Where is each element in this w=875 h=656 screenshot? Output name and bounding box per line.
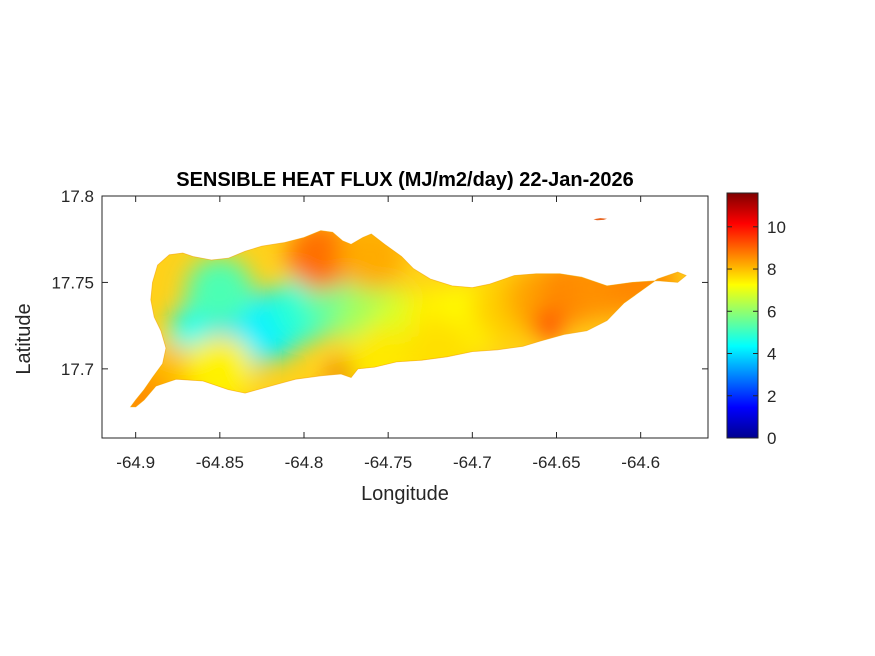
colorbar-scale (726, 192, 759, 439)
x-axis: -64.9 -64.85 -64.8 -64.75 -64.7 -64.65 -64.6 (116, 196, 660, 472)
field-sample-point (534, 311, 563, 340)
y-tick-label: 17.75 (51, 273, 94, 292)
y-axis-label: Latitude (13, 303, 35, 374)
colorbar-tick-label: 6 (767, 302, 776, 321)
x-tick-label: -64.6 (621, 453, 660, 472)
colorbar-tick-label: 4 (767, 345, 776, 364)
island-outline (129, 230, 687, 408)
colorbar-tick-label: 10 (767, 218, 786, 237)
colorbar: 0 2 4 6 8 10 (726, 192, 786, 448)
field-sample-point (185, 257, 254, 326)
field-sample-point (286, 230, 355, 291)
y-axis: 17.7 17.75 17.8 (51, 187, 708, 379)
islet (593, 218, 607, 221)
x-tick-label: -64.75 (364, 453, 412, 472)
x-tick-label: -64.85 (196, 453, 244, 472)
y-tick-label: 17.7 (61, 360, 94, 379)
y-tick-label: 17.8 (61, 187, 94, 206)
x-tick-label: -64.65 (532, 453, 580, 472)
x-axis-label: Longitude (361, 483, 449, 505)
colorbar-tick-label: 2 (767, 387, 776, 406)
colorbar-tick-label: 0 (767, 429, 776, 448)
chart-title: SENSIBLE HEAT FLUX (MJ/m2/day) 22-Jan-20… (176, 169, 634, 191)
x-tick-label: -64.8 (285, 453, 324, 472)
colorbar-tick-label: 8 (767, 260, 776, 279)
x-tick-label: -64.7 (453, 453, 492, 472)
x-tick-label: -64.9 (116, 453, 155, 472)
field-sample-point (130, 369, 170, 407)
